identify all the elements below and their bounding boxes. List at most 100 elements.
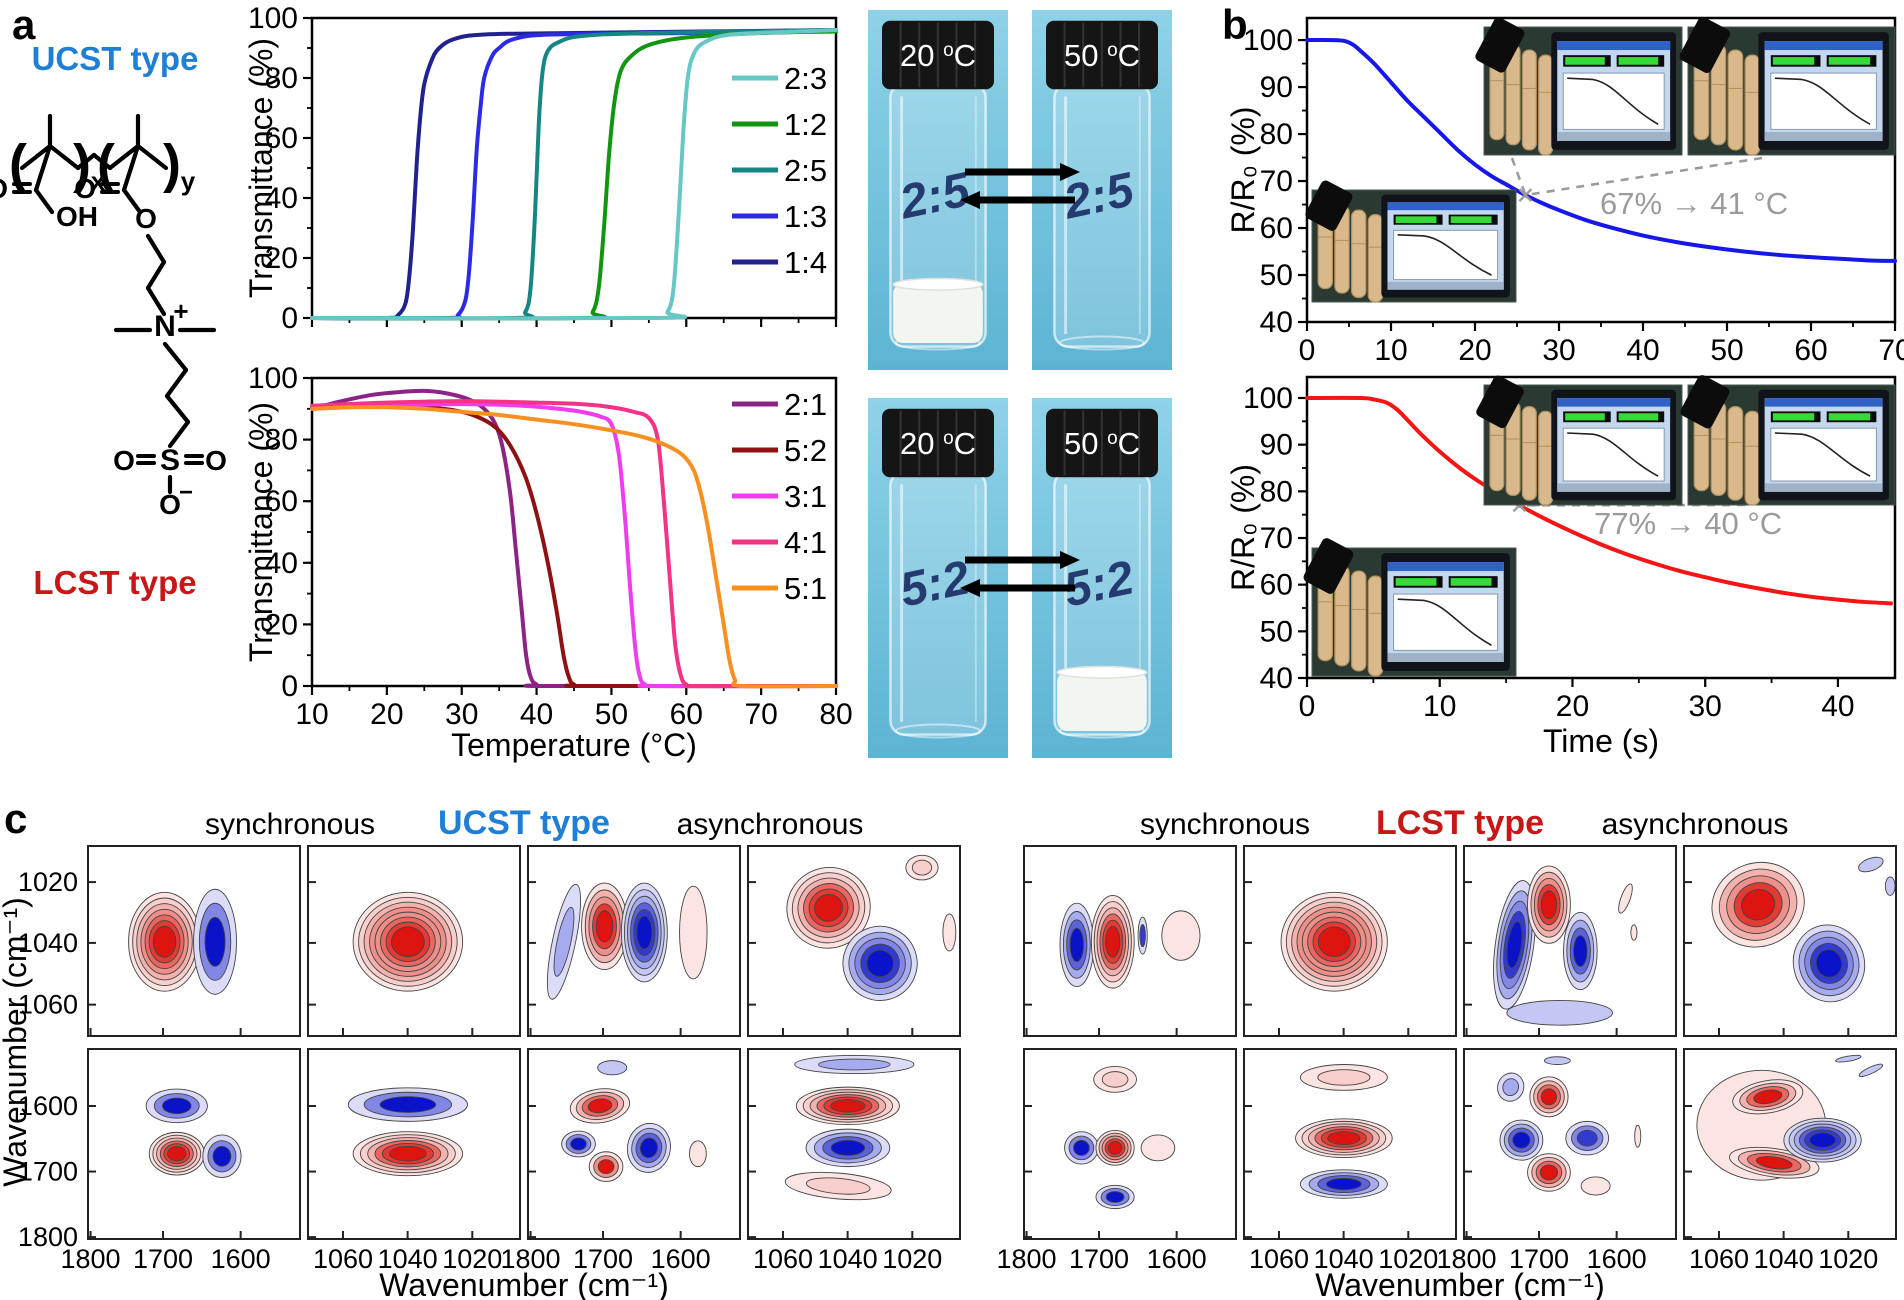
y-axis-label: Transmittance (%) — [243, 402, 279, 662]
x-tick-label: 60 — [670, 698, 703, 731]
c-x-tick-label: 1600 — [1587, 1244, 1647, 1274]
y-tick-label: 50 — [1260, 259, 1293, 292]
probe — [1679, 16, 1730, 73]
contour-blobs — [1295, 1064, 1393, 1199]
negative-contour-ring — [1576, 1129, 1598, 1147]
y-tick-label: 0 — [281, 302, 298, 335]
y-tick-label: 40 — [265, 547, 298, 580]
monitor-screen — [1758, 32, 1889, 150]
c-x-tick-label: 1800 — [997, 1244, 1057, 1274]
mini-curve — [1774, 77, 1871, 125]
turbid-liquid — [893, 283, 983, 343]
legend-label: 3:1 — [784, 479, 827, 514]
positive-contour-ring — [1753, 1089, 1783, 1105]
c-x-tick-label: 1600 — [651, 1244, 711, 1274]
y-tick-label: 80 — [265, 62, 298, 95]
c-y-tick-label: 1700 — [18, 1157, 78, 1187]
y-tick-label: 0 — [281, 670, 298, 703]
c-x-axis-label-right: Wavenumber (cm⁻¹) — [1315, 1267, 1605, 1300]
c-x-tick-label: 1700 — [133, 1244, 193, 1274]
negative-contour-ring — [1502, 1078, 1520, 1097]
positive-contour-ring — [689, 1140, 707, 1168]
legend-label: 1:2 — [784, 107, 827, 142]
negative-contour-ring — [1858, 1063, 1884, 1077]
monitor-screen — [1551, 389, 1677, 501]
legend-label: 2:5 — [784, 153, 827, 188]
legend-label: 1:3 — [784, 199, 827, 234]
instrument-photo-inset — [1679, 16, 1896, 156]
positive-contour-ring — [389, 1145, 427, 1162]
negative-contour-ring — [1506, 921, 1523, 969]
ucst-resistance-plot: 0 10 20 30 40 50 60 70 40 50 60 70 80 90 100 R/R₀ (%) 67… — [1225, 16, 1904, 367]
positive-contour-ring — [597, 1159, 615, 1175]
negative-contour-ring — [1815, 949, 1843, 978]
panel-label-b: b — [1222, 1, 1248, 48]
probe — [1303, 538, 1354, 594]
y-axis-label: Transmittance (%) — [243, 38, 279, 298]
panel-a-photos: 20 oC2:550 oC2:520 oC5:250 oC5:2 — [868, 10, 1172, 758]
positive-contour-ring — [1327, 1131, 1361, 1146]
type-header: LCST type — [1376, 804, 1544, 842]
asynchronous-header: asynchronous — [1602, 808, 1789, 841]
positive-contour-ring — [1630, 924, 1638, 941]
negative-contour-ring — [636, 915, 653, 950]
positive-contour-ring — [942, 913, 957, 952]
contour-panel-ucst-synchronous-r0c1 — [307, 845, 521, 1037]
y-tick-label: 100 — [248, 2, 298, 35]
contour-blobs — [784, 1055, 915, 1201]
x-tick-label: 0 — [1299, 334, 1316, 367]
c-y-axis-label: Wavenumber (cm⁻¹) — [0, 897, 33, 1187]
c-y-tick-label: 1020 — [18, 867, 78, 897]
x-tick-label: 70 — [1878, 334, 1904, 367]
mini-curve — [1397, 234, 1492, 276]
atom-label: O — [74, 173, 96, 204]
curve-2:5 — [310, 28, 838, 321]
instrument-photo-inset — [1680, 375, 1896, 506]
y-tick-label: 80 — [1260, 118, 1293, 151]
negative-contour-ring — [830, 1139, 866, 1156]
y-tick-label: 100 — [1243, 382, 1293, 415]
c-x-axis-label-left: Wavenumber (cm⁻¹) — [379, 1267, 669, 1300]
y-tick-label: 20 — [265, 242, 298, 275]
y-axis-label: R/R₀ (%) — [1225, 464, 1261, 591]
contour-blobs — [145, 1088, 242, 1179]
curve-UCST R/R0 — [1305, 38, 1897, 263]
probe — [1680, 375, 1730, 429]
positive-contour-ring — [1540, 890, 1558, 920]
vial-photo: 20 oC5:2 — [868, 398, 1008, 758]
ucst-type-title: UCST type — [31, 40, 199, 77]
c-x-tick-label: 1040 — [1754, 1244, 1814, 1274]
curve-3:1 — [310, 402, 838, 689]
positive-contour-ring — [1539, 1164, 1558, 1181]
monitor-screen — [1551, 32, 1677, 150]
x-tick-label: 80 — [819, 698, 852, 731]
x-tick-label: 40 — [520, 698, 553, 731]
contour-blobs — [1696, 1054, 1884, 1181]
atom-label: S — [160, 444, 180, 477]
contour-panel-lcst-synchronous-r0c4 — [1023, 845, 1237, 1037]
y-tick-label: 70 — [1260, 522, 1293, 555]
monitor-screen — [1381, 194, 1510, 298]
instrument-photo-inset — [1303, 538, 1517, 677]
contour-blobs — [546, 882, 708, 1000]
y-tick-label: 40 — [1260, 662, 1293, 695]
c-x-tick-label: 1040 — [818, 1244, 878, 1274]
mini-curve — [1397, 598, 1492, 646]
positive-contour-ring — [1741, 889, 1776, 921]
probe — [1476, 375, 1524, 429]
c-x-tick-label: 1600 — [211, 1244, 271, 1274]
x-tick-label: 0 — [1299, 690, 1316, 723]
curve-LCST R/R0 — [1305, 395, 1894, 606]
x-axis-label: Temperature (°C) — [451, 727, 697, 763]
probe — [1305, 180, 1353, 231]
positive-contour-ring — [1140, 1134, 1176, 1162]
x-tick-label: 10 — [1374, 334, 1407, 367]
contour-blobs — [128, 888, 237, 995]
c-x-tick-label: 1800 — [61, 1244, 121, 1274]
atom-label: y — [181, 166, 196, 196]
lcst-type-title: LCST type — [33, 564, 197, 601]
x-tick-label: 10 — [295, 698, 328, 731]
contour-panel-ucst-asynchronous-r0c3 — [747, 845, 961, 1037]
positive-contour-ring — [587, 1098, 613, 1114]
